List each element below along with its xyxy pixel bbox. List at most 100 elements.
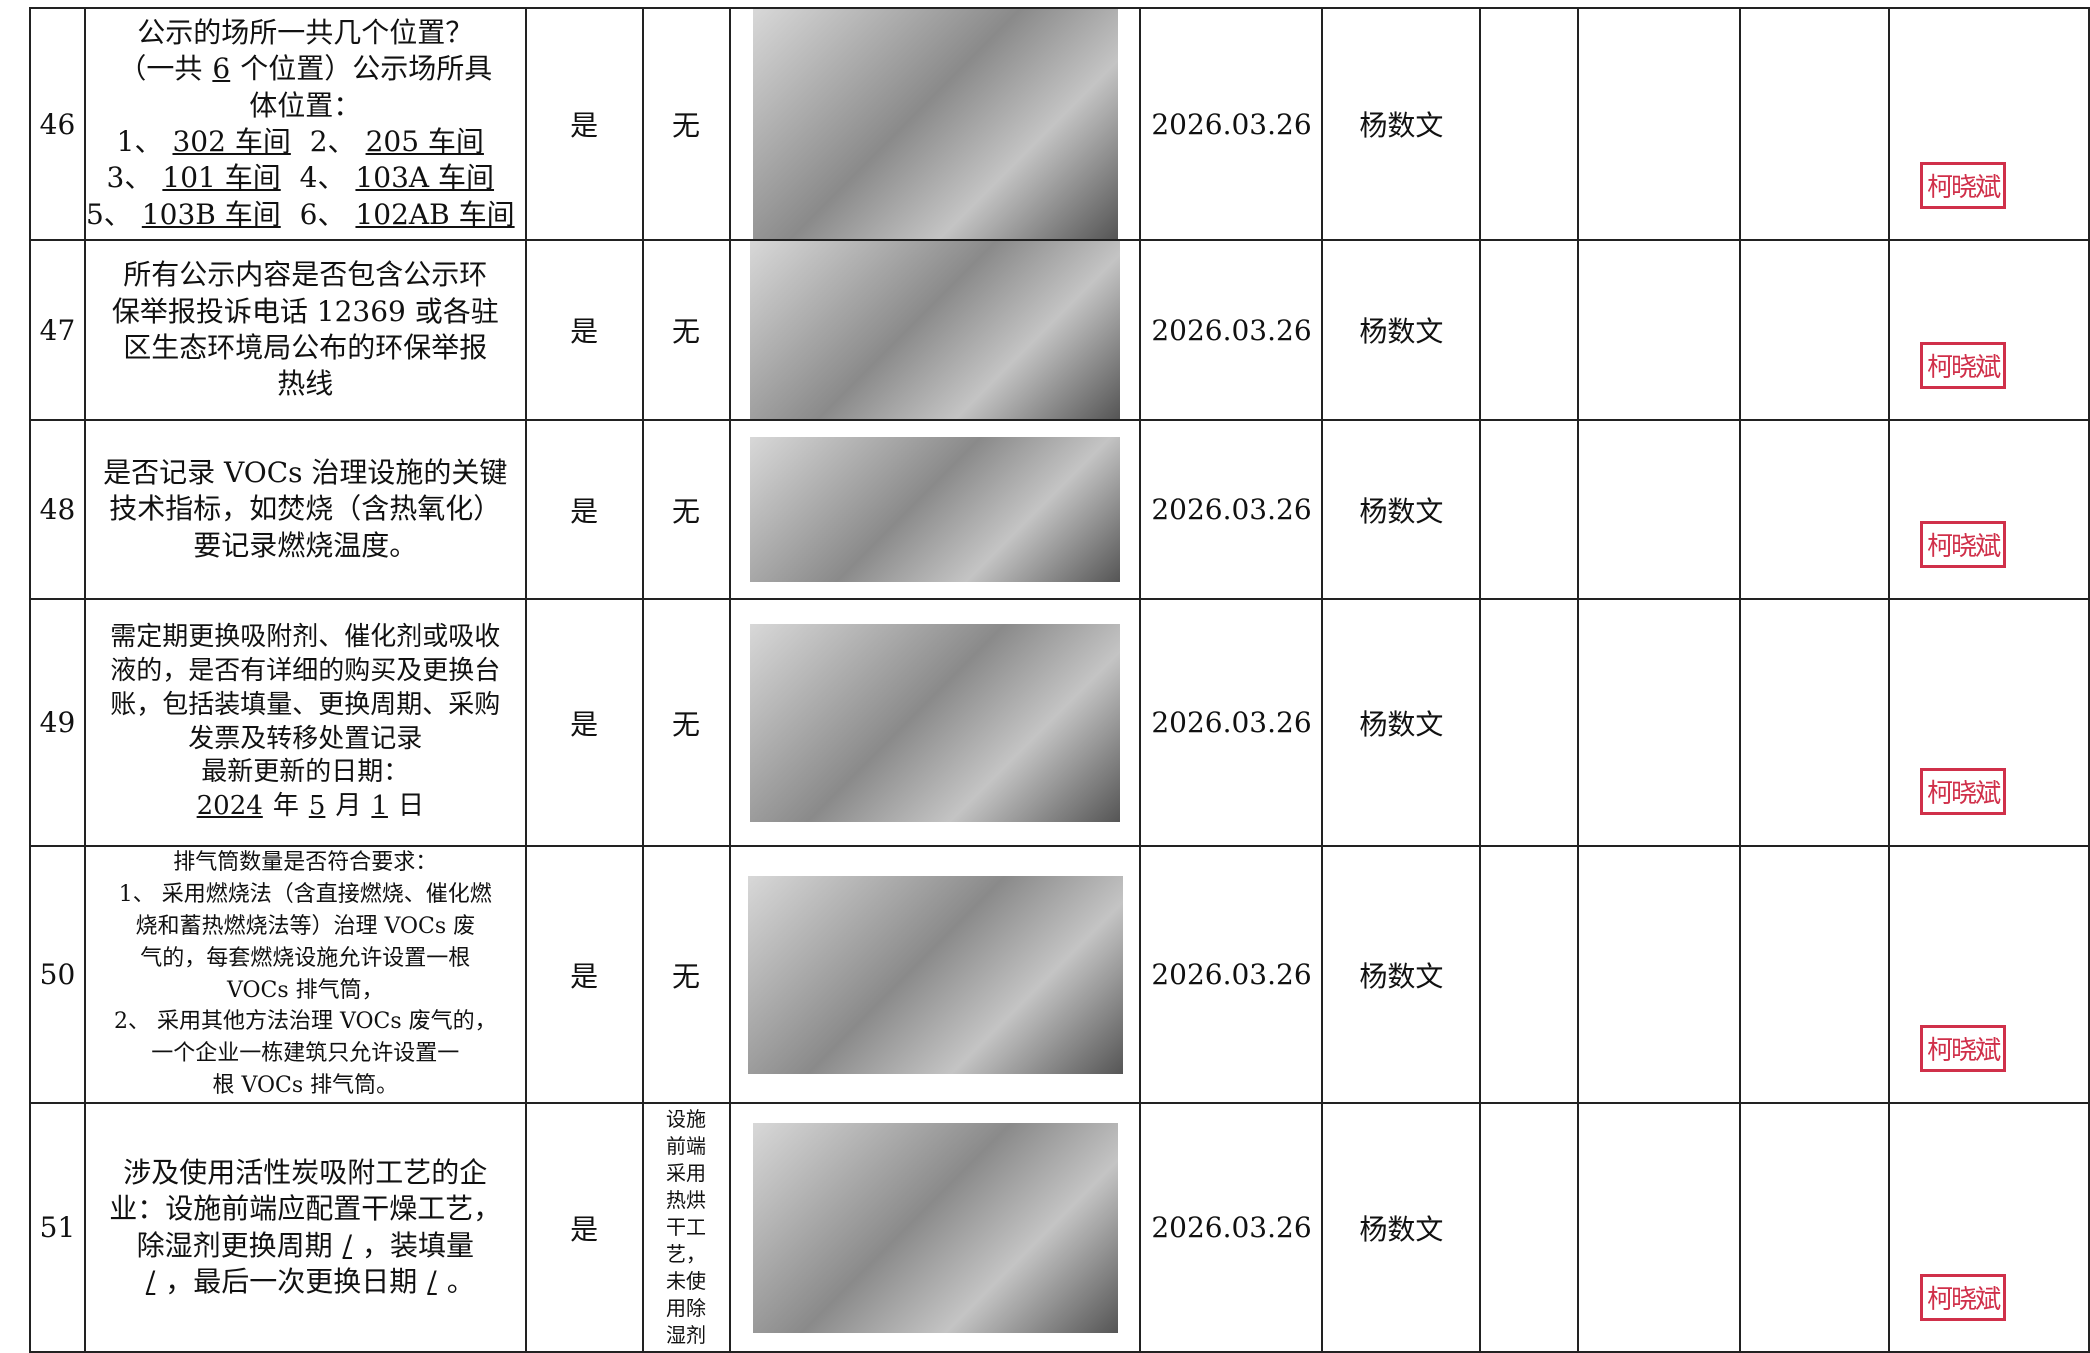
item-line: 发票及转移处置记录 xyxy=(188,723,423,754)
item-text: 除湿剂更换周期 xyxy=(136,1228,333,1262)
item-line: 2、 采用其他方法治理 VOCs 废气的， xyxy=(113,1009,497,1035)
result: 是 xyxy=(524,598,644,847)
result: 是 xyxy=(524,239,644,421)
item-cell: 所有公示内容是否包含公示环 保举报投诉电话 12369 或各驻 区生态环境局公布的环… xyxy=(83,239,527,421)
row-number: 47 xyxy=(29,239,86,421)
date: 2026.03.26 xyxy=(1139,7,1324,241)
item-line: 3、 101 车间 4、 103A 车间 xyxy=(87,160,524,196)
item-line: 5、 103B 车间 6、 102AB 车间 xyxy=(87,197,524,233)
item-text: 2、 xyxy=(300,125,356,158)
empty-cell xyxy=(1739,1102,1891,1353)
item-line: 涉及使用活性炭吸附工艺的企 xyxy=(123,1155,488,1189)
item-line: 需定期更换吸附剂、催化剂或吸收 xyxy=(110,622,501,653)
item-line: 区生态环境局公布的环保举报 xyxy=(123,331,488,364)
item-line: 公示的场所一共几个位置？ xyxy=(137,15,474,49)
item-line: （一共 6 个位置）公示场所具 xyxy=(87,51,524,87)
table-row: 47 所有公示内容是否包含公示环 保举报投诉电话 12369 或各驻 区生态环境局公布… xyxy=(29,239,2090,421)
remark: 无 xyxy=(672,315,701,348)
item-line: 根 VOCs 排气筒。 xyxy=(212,1073,399,1099)
remark-cell: 无 xyxy=(641,419,731,600)
item-cell: 涉及使用活性炭吸附工艺的企 业：设施前端应配置干燥工艺， 除湿剂更换周期 / ，装填量 /… xyxy=(83,1102,527,1353)
item-text: 3、 xyxy=(106,161,153,195)
item-text: 4、 xyxy=(290,161,346,195)
empty-cell xyxy=(1479,7,1580,241)
stamp: 柯晓斌 xyxy=(1920,342,2007,389)
item-line: 除湿剂更换周期 / ，装填量 xyxy=(87,1228,524,1264)
empty-cell xyxy=(1577,7,1742,241)
remark-cell: 无 xyxy=(641,239,731,421)
item-line: 烧和蓄热燃烧法等）治理 VOCs 废 xyxy=(135,913,476,939)
inspector: 杨数文 xyxy=(1321,7,1482,241)
stamp-cell: 柯晓斌 xyxy=(1888,419,2090,600)
photo xyxy=(752,10,1118,238)
item-line: 业：设施前端应配置干燥工艺， xyxy=(109,1192,502,1226)
photo xyxy=(750,623,1120,822)
inspector: 杨数文 xyxy=(1321,1102,1482,1353)
inspector: 杨数文 xyxy=(1321,844,1482,1105)
item-line: 2024 年 5 月 1 日 xyxy=(87,790,524,824)
item-text: 日 xyxy=(397,791,424,822)
item-line: 气的，每套燃烧设施允许设置一根 xyxy=(140,945,471,971)
table-row: 51 涉及使用活性炭吸附工艺的企 业：设施前端应配置干燥工艺， 除湿剂更换周期 / ，装填… xyxy=(29,1102,2090,1353)
empty-cell xyxy=(1479,239,1580,421)
remark: 设施前端采用热烘干工艺，未使用除湿剂 xyxy=(666,1107,707,1348)
stamp-cell: 柯晓斌 xyxy=(1888,844,2090,1105)
photo-cell xyxy=(728,419,1142,600)
result: 是 xyxy=(524,1102,644,1353)
stamp: 柯晓斌 xyxy=(1920,521,2007,568)
photo-cell xyxy=(728,7,1142,241)
photo xyxy=(752,1122,1118,1333)
photo xyxy=(750,437,1120,582)
empty-cell xyxy=(1479,844,1580,1105)
empty-cell xyxy=(1577,419,1742,600)
item-line: 1、 302 车间 2、 205 车间 xyxy=(87,124,524,160)
stamp-cell: 柯晓斌 xyxy=(1888,7,2090,241)
underlined-field: 103B 车间 xyxy=(141,197,281,231)
underlined-field: / xyxy=(342,1228,353,1262)
empty-cell xyxy=(1739,419,1891,600)
item-line: / ，最后一次更换日期 / 。 xyxy=(87,1264,524,1300)
empty-cell xyxy=(1739,598,1891,847)
inspection-table: 46 公示的场所一共几个位置？ （一共 6 个位置）公示场所具 体位置： 1、 302 车间 … xyxy=(29,7,2090,1353)
item-line: 液的，是否有详细的购买及更换台 xyxy=(110,655,501,686)
item-line: 1、 采用燃烧法（含直接燃烧、催化燃 xyxy=(118,881,492,907)
table-body: 46 公示的场所一共几个位置？ （一共 6 个位置）公示场所具 体位置： 1、 302 车间 … xyxy=(29,7,2090,1353)
item-text: 月 xyxy=(335,791,362,822)
empty-cell xyxy=(1479,598,1580,847)
remark-cell: 设施前端采用热烘干工艺，未使用除湿剂 xyxy=(641,1102,731,1353)
item-line: 保举报投诉电话 12369 或各驻 xyxy=(111,294,499,328)
photo-cell xyxy=(728,239,1142,421)
stamp-cell: 柯晓斌 xyxy=(1888,239,2090,421)
date: 2026.03.26 xyxy=(1139,598,1324,847)
result: 是 xyxy=(524,419,644,600)
photo-cell xyxy=(728,844,1142,1105)
empty-cell xyxy=(1739,239,1891,421)
item-text: 个位置）公示场所具 xyxy=(240,52,493,86)
date: 2026.03.26 xyxy=(1139,239,1324,421)
underlined-field: 102AB 车间 xyxy=(355,197,515,231)
underlined-field: 5 xyxy=(308,791,326,822)
item-line: 最新更新的日期： xyxy=(201,757,410,788)
remark: 无 xyxy=(672,959,701,993)
underlined-field: 302 车间 xyxy=(172,125,291,158)
underlined-field: / xyxy=(427,1265,437,1299)
row-number: 50 xyxy=(29,844,86,1105)
stamp-cell: 柯晓斌 xyxy=(1888,598,2090,847)
inspector: 杨数文 xyxy=(1321,598,1482,847)
stamp: 柯晓斌 xyxy=(1920,1274,2007,1322)
row-number: 49 xyxy=(29,598,86,847)
item-cell: 公示的场所一共几个位置？ （一共 6 个位置）公示场所具 体位置： 1、 302 车间 2、… xyxy=(83,7,527,241)
stamp-cell: 柯晓斌 xyxy=(1888,1102,2090,1353)
inspector: 杨数文 xyxy=(1321,419,1482,600)
item-line: 技术指标，如焚烧（含热氧化） xyxy=(109,492,502,526)
table-row: 48 是否记录 VOCs 治理设施的关键 技术指标，如焚烧（含热氧化） 要记录燃烧温度… xyxy=(29,419,2090,600)
item-cell: 是否记录 VOCs 治理设施的关键 技术指标，如焚烧（含热氧化） 要记录燃烧温度。 xyxy=(83,419,527,600)
underlined-field: 2024 xyxy=(196,791,263,822)
item-line: 热线 xyxy=(277,367,334,401)
item-text: 6、 xyxy=(290,197,346,231)
date: 2026.03.26 xyxy=(1139,844,1324,1105)
date: 2026.03.26 xyxy=(1139,419,1324,600)
underlined-field: 205 车间 xyxy=(365,125,484,158)
item-text: （一共 xyxy=(118,52,203,86)
item-text: 1、 xyxy=(116,125,163,158)
